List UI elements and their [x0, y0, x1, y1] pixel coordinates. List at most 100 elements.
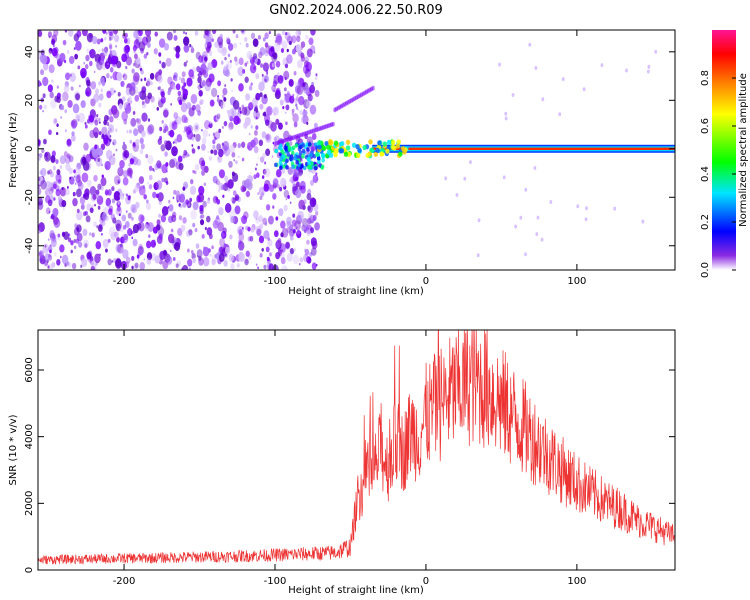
- noise-blob: [189, 43, 192, 48]
- speckle: [498, 62, 501, 67]
- noise-blob: [122, 150, 127, 158]
- noise-blob: [114, 90, 116, 93]
- noise-blob: [148, 234, 151, 238]
- noise-blob: [125, 65, 128, 70]
- noise-blob: [65, 162, 71, 171]
- noise-blob: [110, 75, 113, 79]
- noise-blob: [204, 56, 208, 62]
- noise-blob: [309, 179, 314, 186]
- transition-blob: [308, 165, 313, 170]
- signal-onset-blob: [345, 145, 351, 151]
- noise-blob: [252, 38, 259, 47]
- noise-blob: [208, 50, 213, 56]
- noise-blob: [216, 143, 222, 151]
- noise-blob: [209, 99, 215, 107]
- noise-blob: [298, 262, 301, 266]
- noise-blob: [150, 95, 155, 103]
- noise-blob: [188, 69, 194, 78]
- noise-blob: [133, 62, 136, 67]
- noise-blob: [254, 167, 257, 171]
- noise-blob: [159, 60, 162, 64]
- noise-blob: [126, 194, 129, 197]
- noise-blob: [38, 177, 41, 181]
- noise-blob: [189, 185, 197, 195]
- noise-blob: [106, 73, 110, 79]
- noise-blob: [165, 57, 172, 67]
- noise-blob: [263, 111, 267, 117]
- noise-blob: [82, 228, 88, 237]
- noise-blob: [204, 30, 211, 36]
- noise-blob: [100, 143, 106, 151]
- noise-blob: [193, 122, 200, 133]
- speckle: [476, 253, 480, 258]
- noise-blob: [178, 76, 182, 81]
- noise-blob: [237, 66, 245, 77]
- noise-blob: [295, 96, 299, 102]
- noise-blob: [147, 154, 154, 165]
- noise-blob: [217, 189, 221, 193]
- noise-blob: [244, 106, 251, 116]
- noise-blob: [312, 214, 317, 221]
- noise-blob: [119, 159, 125, 169]
- noise-blob: [133, 262, 138, 270]
- snr-x-tick-label: 100: [567, 576, 586, 587]
- noise-blob: [122, 176, 129, 186]
- noise-blob: [238, 239, 242, 245]
- noise-blob: [134, 262, 139, 269]
- snr-x-tick-label: -200: [113, 576, 136, 587]
- noise-blob: [311, 96, 314, 100]
- noise-blob: [189, 178, 194, 185]
- noise-blob: [152, 226, 158, 234]
- noise-blob: [91, 232, 95, 238]
- noise-blob: [255, 116, 258, 120]
- noise-blob: [283, 204, 288, 212]
- noise-blob: [181, 71, 186, 78]
- noise-blob: [311, 262, 317, 270]
- noise-blob: [115, 219, 122, 230]
- noise-blob: [140, 78, 143, 82]
- noise-blob: [136, 118, 141, 125]
- noise-blob: [295, 103, 298, 107]
- noise-blob: [259, 195, 263, 200]
- noise-blob: [44, 152, 48, 158]
- noise-blob: [176, 200, 179, 203]
- noise-blob: [224, 203, 232, 213]
- noise-blob: [175, 45, 181, 54]
- noise-blob: [110, 55, 117, 65]
- noise-blob: [241, 186, 246, 193]
- noise-blob: [255, 73, 260, 79]
- noise-blob: [231, 108, 237, 117]
- noise-blob: [300, 52, 305, 59]
- noise-blob: [303, 253, 309, 263]
- noise-blob: [84, 63, 89, 70]
- noise-blob: [313, 122, 318, 129]
- noise-blob: [265, 246, 270, 253]
- noise-blob: [202, 129, 209, 138]
- signal-onset-blob: [382, 141, 388, 147]
- signal-onset-blob: [379, 151, 384, 157]
- noise-blob: [140, 69, 144, 75]
- noise-blob: [241, 141, 246, 148]
- noise-blob: [119, 192, 125, 200]
- noise-blob: [278, 208, 284, 217]
- noise-blob: [158, 233, 163, 240]
- noise-blob: [107, 258, 112, 266]
- noise-blob: [107, 62, 110, 66]
- colorbar-tick-label: 0.0: [700, 262, 711, 278]
- noise-blob: [306, 121, 309, 125]
- noise-blob: [80, 67, 87, 78]
- noise-blob: [286, 48, 289, 53]
- snr-plot-area: [38, 330, 675, 565]
- noise-blob: [70, 249, 73, 254]
- noise-blob: [109, 138, 112, 143]
- noise-blob: [76, 174, 81, 180]
- noise-blob: [280, 124, 283, 129]
- noise-blob: [166, 255, 169, 258]
- noise-blob: [38, 196, 43, 206]
- signal-onset-blob: [320, 153, 326, 159]
- noise-blob: [249, 63, 257, 74]
- noise-blob: [221, 231, 225, 238]
- noise-blob: [198, 71, 203, 78]
- noise-blob: [49, 91, 54, 99]
- noise-blob: [42, 93, 46, 98]
